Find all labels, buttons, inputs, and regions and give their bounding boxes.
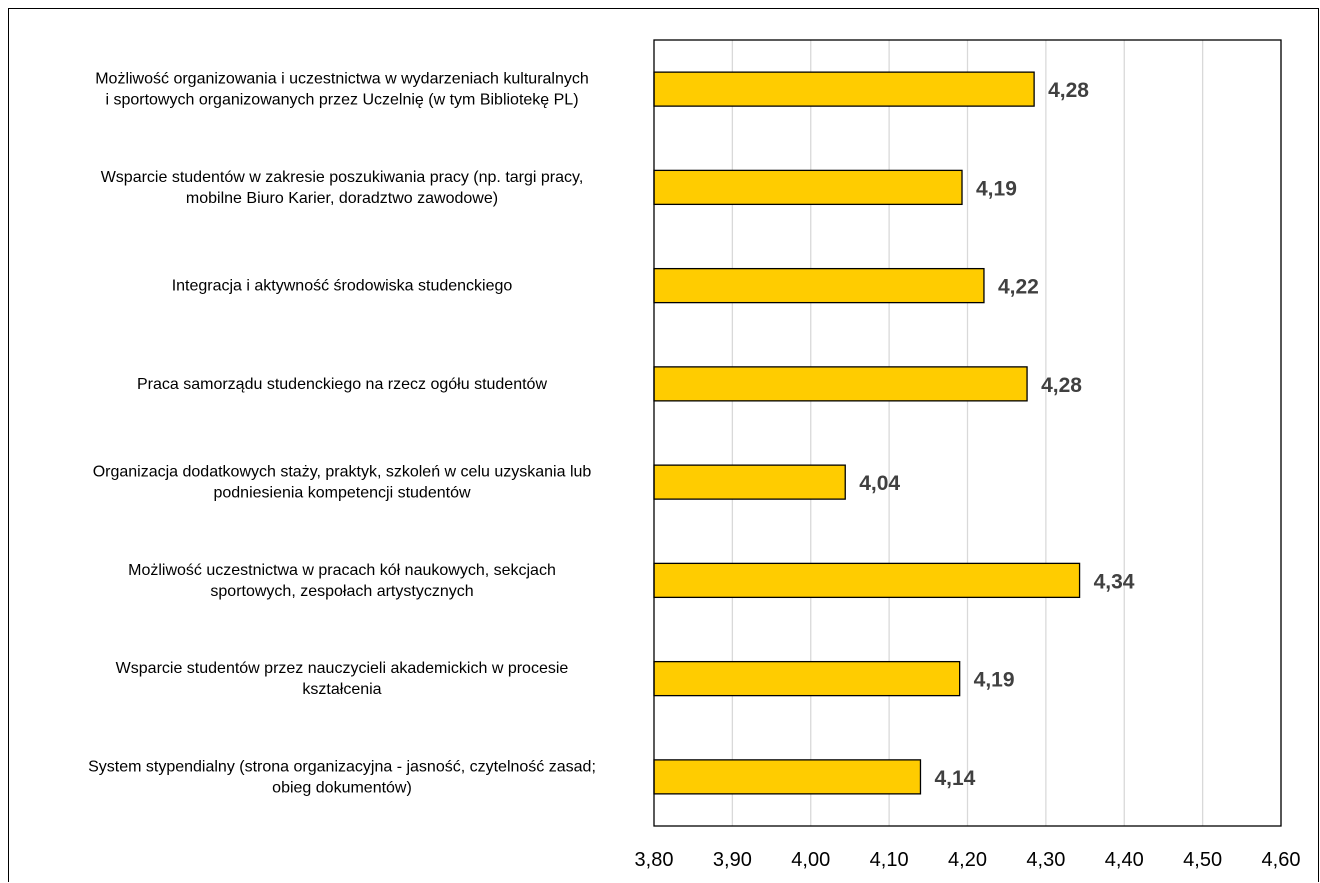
data-label: 4,14 — [934, 767, 975, 790]
axes — [653, 39, 1282, 827]
category-label: obieg dokumentów) — [272, 779, 412, 796]
x-tick-label: 4,10 — [870, 849, 909, 871]
data-label: 4,04 — [859, 472, 900, 495]
category-label: System stypendialny (strona organizacyjn… — [88, 758, 596, 775]
data-label: 4,22 — [998, 276, 1039, 299]
x-tick-label: 3,80 — [635, 849, 674, 871]
bar — [653, 366, 1028, 402]
category-label: sportowych, zespołach artystycznych — [210, 583, 473, 600]
data-label: 4,28 — [1041, 374, 1082, 397]
bar — [653, 267, 985, 304]
category-label: Możliwość uczestnictwa w pracach kół nau… — [128, 562, 556, 579]
x-tick-label: 4,50 — [1183, 849, 1222, 871]
category-label: mobilne Biuro Karier, doradztwo zawodowe… — [186, 190, 498, 207]
bar — [653, 660, 961, 697]
x-tick-label: 4,00 — [791, 849, 830, 871]
category-label: Wsparcie studentów w zakresie poszukiwan… — [101, 169, 584, 186]
category-label: Organizacja dodatkowych staży, praktyk, … — [93, 464, 592, 481]
bar — [653, 759, 922, 795]
x-tick-label: 4,30 — [1026, 849, 1065, 871]
bar — [653, 71, 1035, 107]
data-label: 4,19 — [974, 669, 1015, 692]
bars — [653, 71, 1081, 795]
category-label: Praca samorządu studenckiego na rzecz og… — [137, 376, 547, 393]
category-label: Integracja i aktywność środowiska studen… — [172, 278, 513, 295]
category-label: Wsparcie studentów przez nauczycieli aka… — [116, 660, 569, 677]
category-label: kształcenia — [302, 681, 381, 698]
plot-area-border — [653, 39, 1282, 827]
x-tick-label: 4,20 — [948, 849, 987, 871]
gridlines — [731, 40, 1282, 826]
x-tick-label: 4,60 — [1262, 849, 1301, 871]
data-label: 4,34 — [1094, 570, 1135, 593]
chart-frame — [8, 8, 1319, 882]
category-label: i sportowych organizowanych przez Uczeln… — [105, 92, 578, 109]
category-label: podniesienia kompetencji studentów — [213, 485, 471, 502]
x-tick-label: 3,90 — [713, 849, 752, 871]
data-label: 4,19 — [976, 177, 1017, 200]
labels: 3,80 3,90 4,00 4,10 4,20 4,30 4,40 4,50 4,60 4,28… — [88, 71, 1300, 871]
bar — [653, 562, 1081, 599]
category-label: Możliwość organizowania i uczestnictwa w… — [95, 71, 589, 88]
data-label: 4,28 — [1048, 79, 1089, 102]
x-tick-label: 4,40 — [1105, 849, 1144, 871]
bar — [653, 464, 846, 500]
bar — [653, 169, 963, 206]
